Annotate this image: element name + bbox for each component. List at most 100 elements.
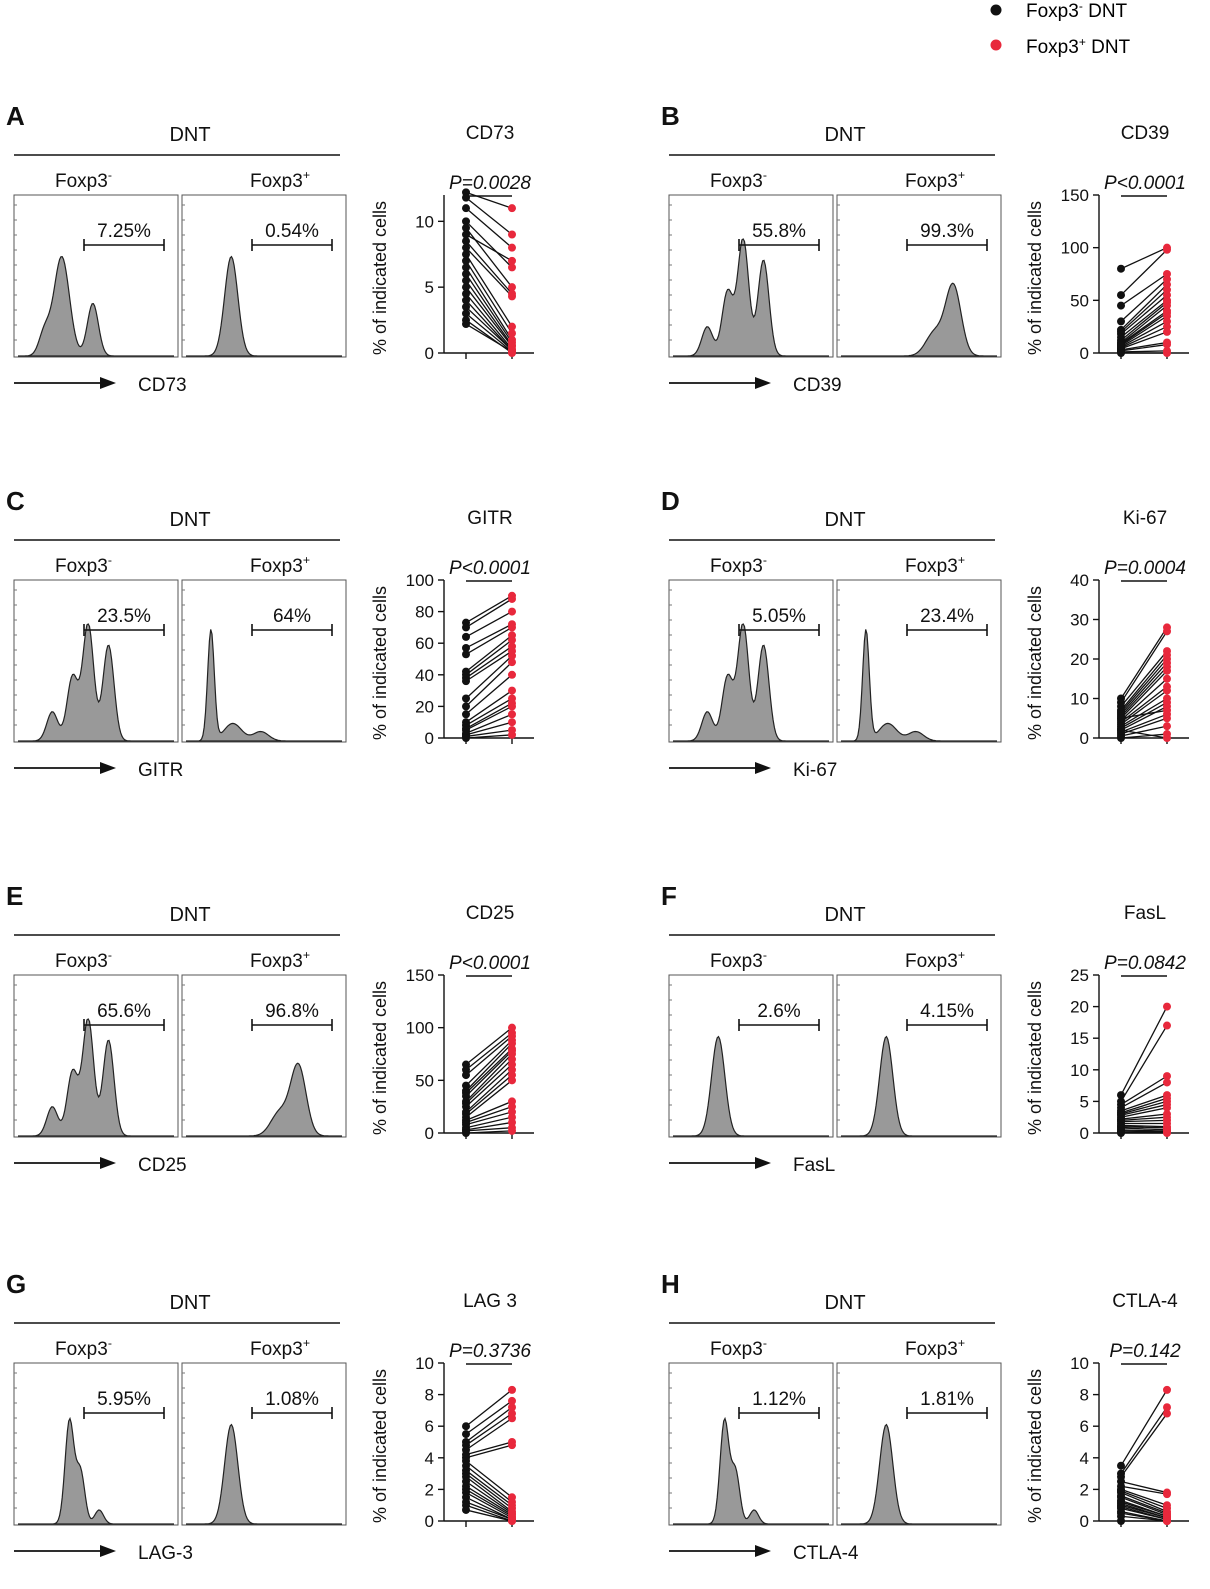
pair-line [1120,627,1168,699]
data-point-foxp3-pos [508,1396,516,1405]
pair-line [1120,654,1168,711]
gate-percent-neg: 1.12% [752,1389,806,1410]
data-point-foxp3-neg [462,302,470,311]
data-point-foxp3-pos [1163,340,1171,349]
data-point-foxp3-pos [1163,1385,1171,1394]
axis-arrowhead [100,377,116,389]
pair-line [465,220,513,268]
pair-line [465,1043,513,1092]
pair-line [1120,273,1168,307]
pair-line [1120,341,1168,351]
pair-line [1120,729,1168,739]
data-point-foxp3-pos [508,636,516,645]
dnt-label: DNT [169,1292,210,1314]
histogram-frame-pos [181,194,347,358]
legend-label-foxp3-neg: Foxp3- DNT [1026,0,1128,22]
dnt-label: DNT [824,124,865,146]
pair-line [1120,1495,1168,1514]
pair-line [465,634,513,673]
pair-line [465,611,513,638]
y-tick-label: 20 [1070,650,1089,669]
data-point-foxp3-neg [462,270,470,278]
foxp3-neg-label: Foxp3- [55,1336,112,1360]
dotplot-title: CTLA-4 [1112,1291,1178,1312]
data-point-foxp3-neg [462,734,470,742]
axis-arrowhead [100,762,116,774]
pair-line [465,1473,513,1509]
y-tick-label: 10 [1070,690,1089,709]
data-point-foxp3-pos [1163,714,1171,723]
pair-line [465,267,513,341]
axis-arrowhead [755,377,771,389]
pair-line [1120,1485,1168,1495]
data-point-foxp3-neg [1117,291,1125,300]
pair-line [1120,1413,1168,1478]
pair-line [465,645,513,679]
pair-line [1120,1515,1168,1522]
data-point-foxp3-pos [1163,706,1171,715]
data-point-foxp3-neg [462,1071,470,1080]
pair-line [465,1127,513,1132]
y-tick-label: 50 [1070,291,1089,310]
histogram-frame-pos [836,579,1002,743]
pair-line [465,1504,513,1522]
histogram-trace-neg [18,623,174,742]
data-point-foxp3-neg [462,1422,470,1431]
data-point-foxp3-neg [1117,726,1125,735]
data-point-foxp3-pos [508,204,516,213]
data-point-foxp3-neg [462,1430,470,1439]
data-point-foxp3-pos [508,718,516,727]
data-point-foxp3-neg [462,296,470,305]
pair-line [465,1406,513,1443]
pair-line [465,734,513,739]
pair-line [465,1053,513,1102]
pair-line [465,1064,513,1108]
axis-arrowhead [100,1157,116,1169]
gate-percent-pos: 99.3% [920,221,974,242]
pair-line [1120,1504,1168,1519]
pair-line [465,1491,513,1519]
histogram-frame-pos [181,579,347,743]
data-point-foxp3-pos [1163,1002,1171,1011]
y-tick-label: 100 [406,1019,434,1038]
pair-line [1120,312,1168,346]
pair-line [465,702,513,730]
panel-h: H DNT Foxp3- Foxp3+ 1.12% 1.81% CTLA-4 CTLA-4 P=… [661,1269,1189,1564]
data-point-foxp3-pos [1163,1078,1171,1087]
y-tick-label: 100 [406,571,434,590]
pair-line [1120,630,1168,703]
marker-axis-label: LAG-3 [138,1543,193,1564]
pair-line [465,690,513,723]
data-point-foxp3-neg [462,223,470,232]
histogram-frame-pos [836,194,1002,358]
y-tick-label: 0 [425,344,434,363]
pair-line [1120,331,1168,350]
pair-line [1120,1126,1168,1129]
foxp3-pos-label: Foxp3+ [905,168,965,192]
pair-line [465,253,513,328]
pair-line [1120,1129,1168,1132]
pair-line [465,1417,513,1451]
y-tick-label: 20 [415,697,434,716]
pair-line [465,197,513,236]
data-point-foxp3-pos [1163,1403,1171,1412]
pair-line [465,233,513,262]
gate-percent-pos: 64% [273,606,311,627]
pair-line [465,1048,513,1094]
data-point-foxp3-neg [1117,264,1125,273]
data-point-foxp3-neg [1117,1517,1125,1525]
gate-percent-neg: 65.6% [97,1001,151,1022]
pair-line [465,280,513,346]
marker-axis-label: CTLA-4 [793,1543,859,1564]
data-point-foxp3-pos [508,623,516,632]
pair-line [1120,678,1168,721]
pair-line [465,227,513,288]
data-point-foxp3-pos [1163,349,1171,357]
histogram-trace-neg [673,238,829,357]
pair-line [1120,1124,1168,1128]
pair-line [1120,310,1168,345]
foxp3-neg-label: Foxp3- [710,1336,767,1360]
foxp3-neg-label: Foxp3- [55,553,112,577]
data-point-foxp3-neg [462,217,470,226]
data-point-foxp3-pos [508,283,516,292]
